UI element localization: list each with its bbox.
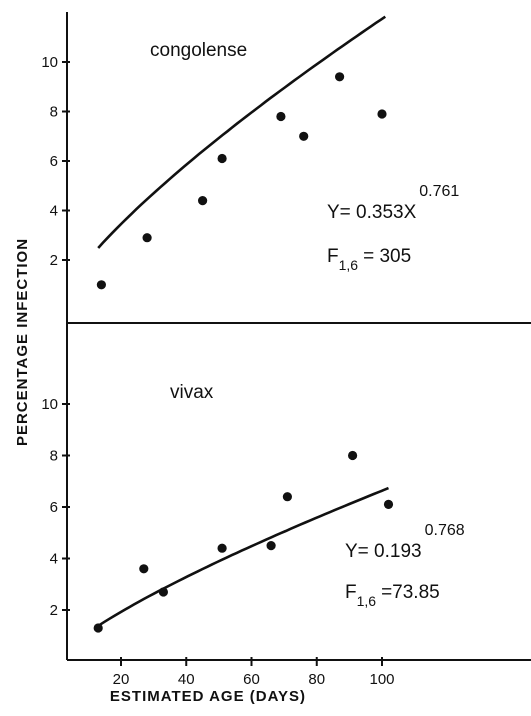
congolense-y-tick-label-10: 10	[41, 54, 58, 71]
y-axis-title: PERCENTAGE INFECTION	[14, 238, 31, 446]
vivax-f-statistic: F1,6 =73.85	[345, 582, 440, 609]
congolense-y-ticks: 2 4 6 8 10	[41, 54, 70, 269]
vivax-points	[93, 450, 394, 633]
vivax-x-tick-label-100: 100	[369, 671, 394, 688]
vivax-equation-exponent: 0.768	[425, 522, 465, 539]
congolense-data-point	[335, 72, 345, 82]
vivax-data-point	[139, 564, 149, 574]
x-axis-title: ESTIMATED AGE (DAYS)	[110, 688, 306, 705]
congolense-equation-exponent: 0.761	[419, 183, 459, 200]
vivax-y-tick-label-10: 10	[41, 396, 58, 413]
vivax-y-tick-label-6: 6	[50, 499, 58, 516]
congolense-data-point	[217, 153, 227, 164]
vivax-y-ticks: 2 4 6 8 10	[41, 396, 70, 619]
vivax-data-point	[217, 543, 227, 553]
vivax-x-tick-label-60: 60	[243, 671, 260, 688]
vivax-f-subscript: 1,6	[357, 593, 377, 609]
vivax-fit-curve	[94, 486, 389, 630]
congolense-y-tick-label-8: 8	[50, 104, 58, 121]
congolense-equation-lhs: Y= 0.353X	[327, 202, 417, 223]
congolense-data-point	[142, 233, 152, 243]
vivax-x-tick-label-80: 80	[308, 671, 325, 688]
vivax-f-value: =73.85	[381, 582, 440, 603]
congolense-y-tick-label-6: 6	[50, 153, 58, 170]
congolense-f-value: = 305	[363, 246, 411, 267]
congolense-data-point	[377, 109, 387, 119]
congolense-y-tick-label-2: 2	[50, 252, 58, 269]
vivax-equation-lhs: Y= 0.193	[345, 541, 422, 562]
congolense-data-point	[276, 111, 286, 122]
vivax-data-point	[158, 587, 168, 597]
congolense-data-point	[299, 131, 309, 141]
congolense-f-subscript: 1,6	[339, 257, 359, 273]
congolense-y-tick-label-4: 4	[50, 203, 58, 220]
vivax-data-point	[266, 541, 276, 551]
vivax-panel-title: vivax	[170, 382, 214, 403]
vivax-x-tick-label-20: 20	[113, 671, 130, 688]
vivax-equation: Y= 0.1930.768	[345, 522, 465, 562]
vivax-data-point	[93, 623, 103, 633]
congolense-equation: Y= 0.353X0.761	[327, 183, 459, 223]
vivax-f-base: F	[345, 582, 357, 603]
vivax-x-ticks: 20 40 60 80 100	[113, 657, 395, 688]
vivax-data-point	[282, 492, 292, 502]
congolense-panel-title: congolense	[150, 40, 247, 61]
congolense-f-base: F	[327, 246, 339, 267]
vivax-x-tick-label-40: 40	[178, 671, 195, 688]
congolense-data-point	[198, 196, 208, 206]
vivax-y-tick-label-8: 8	[50, 448, 58, 465]
congolense-f-statistic: F1,6 = 305	[327, 246, 411, 273]
vivax-y-tick-label-4: 4	[50, 551, 58, 568]
vivax-data-point	[348, 450, 358, 461]
congolense-points	[96, 72, 387, 290]
vivax-data-point	[383, 499, 394, 509]
congolense-data-point	[96, 280, 106, 290]
vivax-y-tick-label-2: 2	[50, 602, 58, 619]
congolense-fit-curve	[97, 15, 387, 249]
